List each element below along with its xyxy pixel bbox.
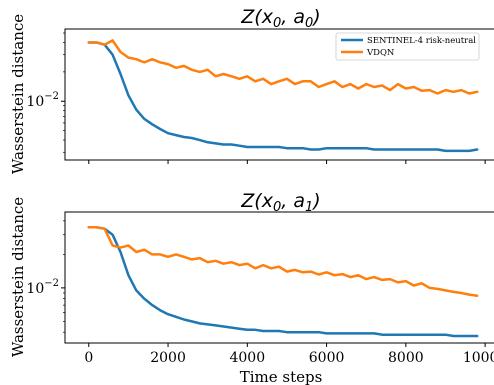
panel-bottom-xticks: 0 2000 4000 6000 8000 10000 — [84, 343, 494, 366]
panel-bottom-xlabel: Time steps — [240, 368, 323, 385]
legend-label-sentinel: SENTINEL-4 risk-neutral — [367, 36, 476, 46]
panel-bottom-yticks: 10−2 — [26, 220, 65, 333]
panel-bottom-frame — [64, 211, 494, 344]
legend-label-vdqn: VDQN — [366, 48, 395, 58]
y-tick-label: 10−2 — [26, 91, 59, 110]
panel-bottom-ylabel: Wasserstein distance — [9, 197, 27, 357]
legend: SENTINEL-4 risk-neutral VDQN — [335, 32, 480, 61]
panel-top-xticks — [88, 160, 486, 164]
x-tick-label: 6000 — [309, 350, 345, 366]
y-tick-label: 10−2 — [26, 278, 59, 297]
panel-bottom-series — [87, 226, 479, 338]
series-line-vdqn — [87, 226, 479, 297]
panel-top-series — [87, 39, 479, 153]
panel-top-yticks: 10−2 — [26, 32, 65, 153]
series-line-sentinel — [87, 41, 479, 153]
x-tick-label: 0 — [84, 350, 93, 366]
panel-bottom-title: Z(x0, a1) — [240, 190, 320, 215]
x-tick-label: 8000 — [388, 350, 424, 366]
series-line-vdqn — [87, 39, 479, 95]
series-line-sentinel — [87, 226, 479, 338]
panel-top-frame — [64, 28, 494, 161]
panel-top-title: Z(x0, a0) — [240, 6, 320, 31]
panel-top: Z(x0, a0) 10−2 Wasserstein distance SENT… — [9, 6, 494, 174]
x-tick-label: 2000 — [150, 350, 186, 366]
panel-top-ylabel: Wasserstein distance — [9, 14, 27, 174]
panel-bottom: Z(x0, a1) 0 2000 4000 6000 8000 10000 10−2 Wa… — [9, 190, 494, 385]
x-tick-label: 4000 — [229, 350, 265, 366]
x-tick-label: 10000 — [463, 350, 494, 366]
legend-frame — [335, 32, 480, 61]
